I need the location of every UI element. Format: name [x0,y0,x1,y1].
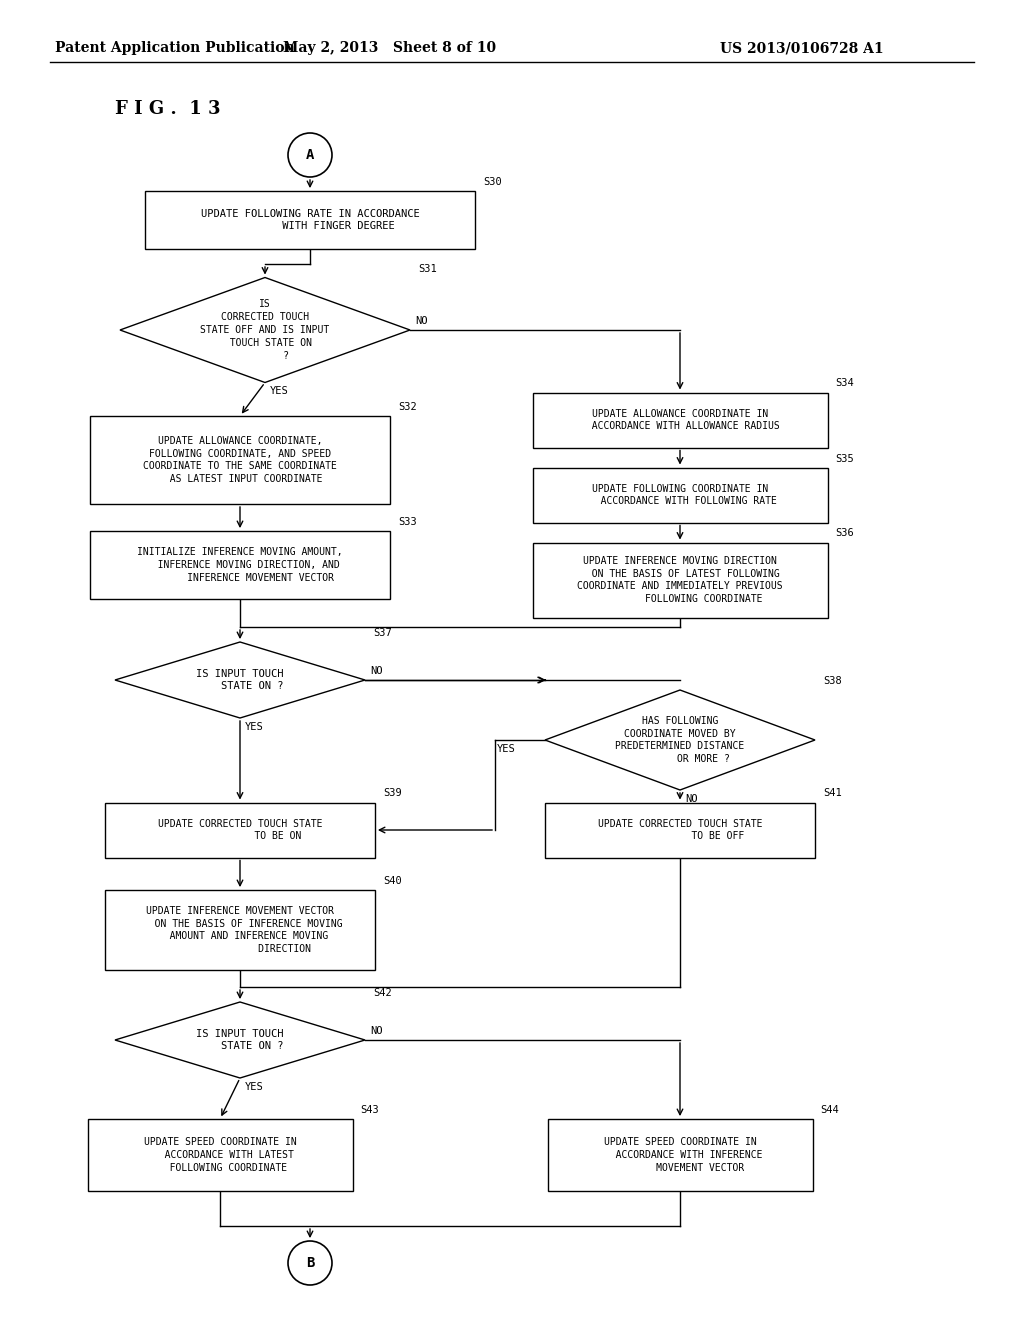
Text: IS INPUT TOUCH
    STATE ON ?: IS INPUT TOUCH STATE ON ? [197,669,284,692]
Text: S39: S39 [383,788,401,799]
Polygon shape [545,690,815,789]
Text: S42: S42 [373,987,392,998]
FancyBboxPatch shape [145,191,475,249]
Text: S32: S32 [398,403,417,412]
Text: F I G .  1 3: F I G . 1 3 [115,100,220,117]
Text: S37: S37 [373,628,392,638]
Text: UPDATE SPEED COORDINATE IN
   ACCORDANCE WITH LATEST
   FOLLOWING COORDINATE: UPDATE SPEED COORDINATE IN ACCORDANCE WI… [143,1138,296,1172]
Text: A: A [306,148,314,162]
Circle shape [288,1241,332,1284]
Text: NO: NO [685,795,697,804]
FancyBboxPatch shape [105,803,375,858]
Text: B: B [306,1257,314,1270]
Text: UPDATE CORRECTED TOUCH STATE
             TO BE ON: UPDATE CORRECTED TOUCH STATE TO BE ON [158,818,323,841]
FancyBboxPatch shape [90,416,390,504]
Text: HAS FOLLOWING
COORDINATE MOVED BY
PREDETERMINED DISTANCE
        OR MORE ?: HAS FOLLOWING COORDINATE MOVED BY PREDET… [615,715,744,764]
FancyBboxPatch shape [548,1119,812,1191]
Text: UPDATE CORRECTED TOUCH STATE
             TO BE OFF: UPDATE CORRECTED TOUCH STATE TO BE OFF [598,818,762,841]
Text: NO: NO [415,315,427,326]
Text: S33: S33 [398,517,417,527]
Text: S36: S36 [836,528,854,539]
Text: UPDATE ALLOWANCE COORDINATE IN
  ACCORDANCE WITH ALLOWANCE RADIUS: UPDATE ALLOWANCE COORDINATE IN ACCORDANC… [581,409,780,432]
FancyBboxPatch shape [532,543,827,618]
Text: S38: S38 [823,676,842,686]
FancyBboxPatch shape [87,1119,352,1191]
Text: YES: YES [497,744,516,754]
Text: IS
CORRECTED TOUCH
STATE OFF AND IS INPUT
  TOUCH STATE ON
       ?: IS CORRECTED TOUCH STATE OFF AND IS INPU… [201,300,330,360]
Text: S34: S34 [836,379,854,388]
Text: YES: YES [245,722,264,733]
Text: NO: NO [370,1026,383,1036]
Text: INITIALIZE INFERENCE MOVING AMOUNT,
   INFERENCE MOVING DIRECTION, AND
       IN: INITIALIZE INFERENCE MOVING AMOUNT, INFE… [137,548,343,583]
Text: UPDATE SPEED COORDINATE IN
   ACCORDANCE WITH INFERENCE
       MOVEMENT VECTOR: UPDATE SPEED COORDINATE IN ACCORDANCE WI… [598,1138,762,1172]
Text: S41: S41 [823,788,842,799]
Text: UPDATE FOLLOWING COORDINATE IN
   ACCORDANCE WITH FOLLOWING RATE: UPDATE FOLLOWING COORDINATE IN ACCORDANC… [583,483,777,507]
Text: May 2, 2013   Sheet 8 of 10: May 2, 2013 Sheet 8 of 10 [284,41,497,55]
Text: YES: YES [270,387,289,396]
Text: S35: S35 [836,454,854,463]
FancyBboxPatch shape [532,467,827,523]
Text: YES: YES [245,1082,264,1092]
Text: S43: S43 [360,1105,379,1115]
FancyBboxPatch shape [532,392,827,447]
Text: UPDATE INFERENCE MOVING DIRECTION
  ON THE BASIS OF LATEST FOLLOWING
COORDINATE : UPDATE INFERENCE MOVING DIRECTION ON THE… [578,556,782,605]
Text: US 2013/0106728 A1: US 2013/0106728 A1 [720,41,884,55]
Text: NO: NO [370,667,383,676]
Circle shape [288,133,332,177]
Polygon shape [115,1002,365,1078]
Text: IS INPUT TOUCH
    STATE ON ?: IS INPUT TOUCH STATE ON ? [197,1028,284,1052]
Text: Patent Application Publication: Patent Application Publication [55,41,295,55]
Text: UPDATE INFERENCE MOVEMENT VECTOR
   ON THE BASIS OF INFERENCE MOVING
   AMOUNT A: UPDATE INFERENCE MOVEMENT VECTOR ON THE … [137,906,343,954]
Text: S44: S44 [820,1105,840,1115]
Polygon shape [120,277,410,383]
Text: UPDATE FOLLOWING RATE IN ACCORDANCE
         WITH FINGER DEGREE: UPDATE FOLLOWING RATE IN ACCORDANCE WITH… [201,209,420,231]
Text: S40: S40 [383,876,401,886]
FancyBboxPatch shape [90,531,390,599]
Text: UPDATE ALLOWANCE COORDINATE,
FOLLOWING COORDINATE, AND SPEED
COORDINATE TO THE S: UPDATE ALLOWANCE COORDINATE, FOLLOWING C… [143,436,337,484]
FancyBboxPatch shape [105,890,375,970]
Text: S31: S31 [418,264,437,273]
FancyBboxPatch shape [545,803,815,858]
Polygon shape [115,642,365,718]
Text: S30: S30 [483,177,502,187]
